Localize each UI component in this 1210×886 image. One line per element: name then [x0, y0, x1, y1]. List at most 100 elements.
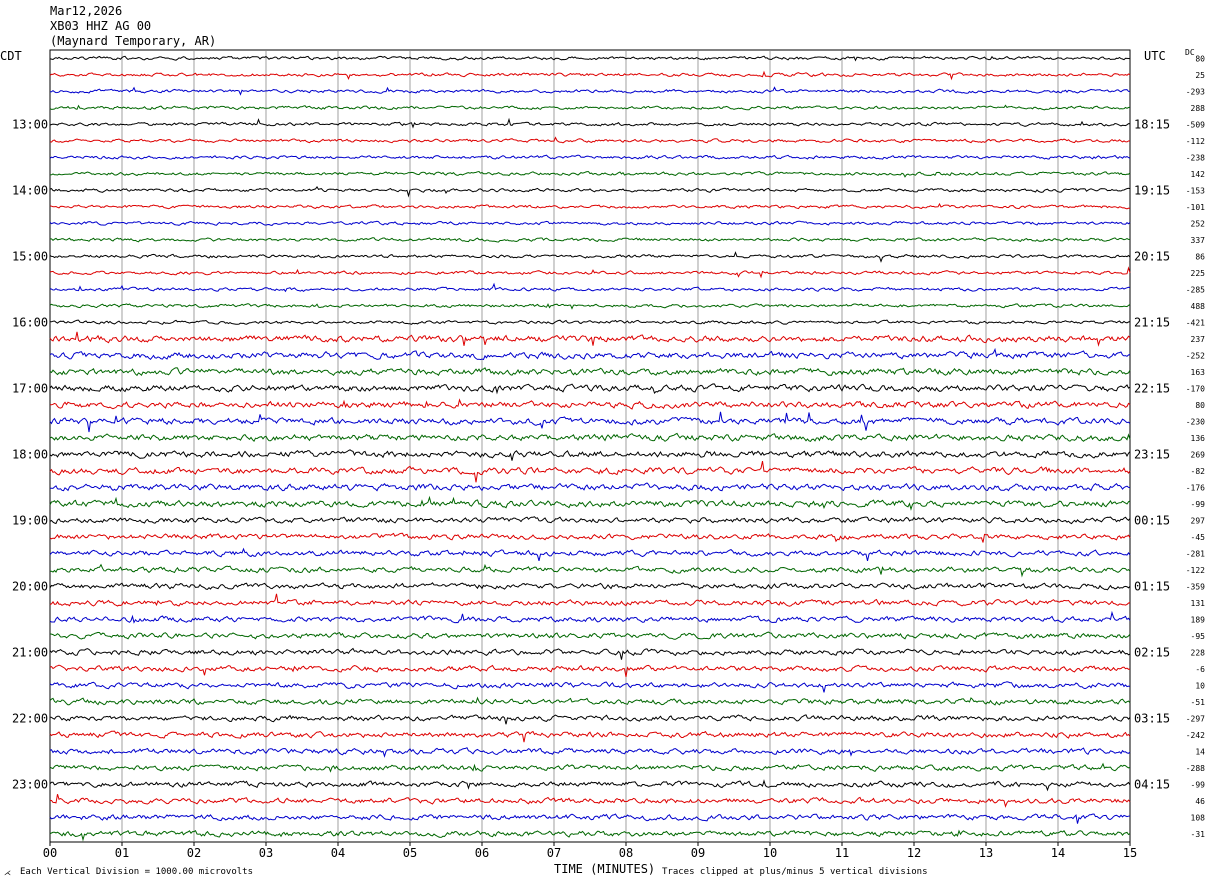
trace-line-1: [49, 70, 1131, 81]
trace-line-26: [50, 482, 1131, 492]
dc-offset-label: -170: [1186, 384, 1205, 393]
trace-line-15: [49, 303, 1131, 310]
header-location: (Maynard Temporary, AR): [50, 34, 217, 48]
trace-line-45: [49, 794, 1131, 808]
dc-offset-label: 189: [1191, 615, 1206, 624]
trace-line-36: [49, 647, 1131, 660]
dc-offset-labels: 80 25 -293 288 -509 -112 -238 142 -153 -101 252 337…: [1186, 54, 1205, 839]
trace-line-38: [49, 681, 1131, 693]
dc-offset-label: -95: [1191, 632, 1206, 641]
trace-line-40: [49, 714, 1131, 725]
right-hour-label: 04:15: [1134, 777, 1170, 791]
trace-line-19: [49, 367, 1131, 377]
trace-line-31: [50, 563, 1131, 578]
scale-note: Each Vertical Division = 1000.00 microvo…: [20, 867, 253, 877]
trace-line-8: [49, 186, 1131, 198]
x-tick-label: 07: [547, 846, 561, 860]
dc-offset-label: -51: [1191, 698, 1206, 707]
small-mark-icon: ⋌: [4, 869, 11, 877]
trace-line-33: [49, 593, 1131, 607]
right-hour-label: 20:15: [1134, 249, 1170, 263]
dc-offset-label: 163: [1191, 368, 1206, 377]
trace-line-10: [49, 220, 1131, 226]
x-tick-label: 03: [259, 846, 273, 860]
header-station: XB03 HHZ AG 00: [50, 19, 152, 33]
right-timezone-label: UTC: [1144, 49, 1166, 63]
right-hour-label: 21:15: [1134, 315, 1170, 329]
trace-line-9: [49, 202, 1131, 210]
dc-offset-label: -285: [1186, 285, 1205, 294]
left-hour-label: 15:00: [12, 249, 48, 263]
left-hour-label: 19:00: [12, 513, 48, 527]
trace-line-17: [49, 331, 1131, 347]
dc-offset-label: 225: [1191, 269, 1206, 278]
dc-offset-label: 80: [1195, 54, 1205, 63]
dc-offset-label: -242: [1186, 731, 1205, 740]
trace-line-13: [49, 266, 1131, 279]
trace-line-6: [49, 154, 1131, 160]
trace-line-22: [49, 411, 1131, 433]
dc-offset-label: -238: [1186, 153, 1205, 162]
x-tick-label: 10: [763, 846, 777, 860]
x-axis-ticks: 00 01 02 03 04 05 06 07 08 09 10 11 12 13 14 15: [43, 842, 1137, 860]
trace-line-12: [49, 251, 1131, 263]
x-tick-label: 05: [403, 846, 417, 860]
clip-note: Traces clipped at plus/minus 5 vertical …: [662, 867, 928, 877]
dc-offset-label: -45: [1191, 533, 1206, 542]
trace-line-4: [49, 117, 1131, 129]
dc-offset-label: -153: [1186, 186, 1205, 195]
dc-offset-label: 25: [1195, 71, 1205, 80]
dc-offset-label: 269: [1191, 450, 1206, 459]
trace-line-18: [49, 347, 1131, 361]
dc-offset-label: -230: [1186, 417, 1205, 426]
trace-line-25: [49, 460, 1131, 483]
trace-line-41: [49, 730, 1131, 743]
right-hour-label: 18:15: [1134, 117, 1170, 131]
trace-line-11: [50, 237, 1131, 243]
right-hour-labels: 18:15 19:15 20:15 21:15 22:15 23:15 00:15 01:15…: [1134, 117, 1170, 791]
x-tick-label: 12: [907, 846, 921, 860]
dc-offset-label: 228: [1191, 648, 1206, 657]
minute-gridlines: [121, 50, 1059, 842]
dc-offset-label: -99: [1191, 780, 1206, 789]
dc-offset-label: -252: [1186, 351, 1205, 360]
left-hour-label: 16:00: [12, 315, 48, 329]
trace-line-28: [49, 516, 1131, 525]
right-hour-label: 22:15: [1134, 381, 1170, 395]
dc-offset-label: 46: [1195, 797, 1205, 806]
trace-line-23: [49, 432, 1131, 443]
dc-offset-label: 136: [1191, 434, 1206, 443]
left-hour-label: 17:00: [12, 381, 48, 395]
trace-line-7: [49, 170, 1131, 178]
trace-line-30: [49, 547, 1131, 562]
trace-line-47: [49, 829, 1131, 842]
left-hour-label: 14:00: [12, 183, 48, 197]
left-hour-label: 22:00: [12, 711, 48, 725]
trace-line-34: [49, 610, 1131, 624]
x-tick-label: 14: [1051, 846, 1065, 860]
dc-offset-label: -82: [1191, 467, 1206, 476]
left-hour-labels: 13:00 14:00 15:00 16:00 17:00 18:00 19:00 20:00…: [12, 117, 48, 791]
trace-line-5: [49, 136, 1131, 144]
trace-line-14: [49, 282, 1131, 293]
right-hour-label: 01:15: [1134, 579, 1170, 593]
x-tick-label: 00: [43, 846, 57, 860]
dc-offset-label: 288: [1191, 104, 1206, 113]
plot-frame: [49, 49, 1131, 843]
right-hour-label: 00:15: [1134, 513, 1170, 527]
trace-line-43: [49, 762, 1131, 773]
dc-offset-label: 252: [1191, 219, 1206, 228]
right-hour-label: 19:15: [1134, 183, 1170, 197]
x-tick-label: 08: [619, 846, 633, 860]
trace-line-46: [49, 813, 1131, 824]
x-tick-label: 02: [187, 846, 201, 860]
dc-offset-label: -297: [1186, 714, 1205, 723]
right-hour-label: 02:15: [1134, 645, 1170, 659]
x-tick-label: 09: [691, 846, 705, 860]
seismic-traces: [49, 55, 1131, 842]
left-timezone-label: CDT: [0, 49, 22, 63]
dc-offset-label: -99: [1191, 500, 1206, 509]
left-hour-label: 13:00: [12, 117, 48, 131]
trace-line-2: [49, 86, 1130, 96]
dc-offset-label: -359: [1186, 582, 1205, 591]
